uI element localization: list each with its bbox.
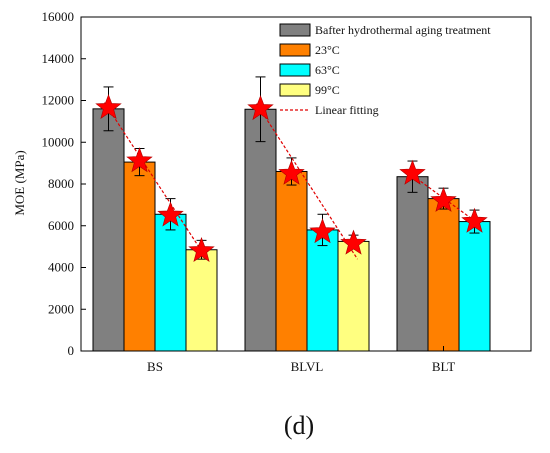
y-tick-label: 4000 — [48, 260, 74, 275]
y-tick-label: 6000 — [48, 218, 74, 233]
bar — [244, 108, 277, 352]
fit-star — [461, 207, 488, 233]
legend-label: Linear fitting — [315, 103, 379, 117]
fit-line — [255, 103, 359, 260]
bar — [92, 108, 125, 352]
legend-label: Bafter hydrothermal aging treatment — [315, 23, 491, 37]
fit-star — [430, 186, 457, 212]
fit-star — [340, 229, 367, 255]
plot-layer: 0 2000 4000 6000 8000 10000 12000 14000 16000 BS B… — [42, 9, 532, 374]
legend-swatch — [279, 23, 311, 37]
y-axis-label: MOE (MPa) — [12, 150, 27, 215]
fit-line — [408, 172, 479, 225]
bar — [427, 198, 460, 352]
legend-swatch — [279, 43, 311, 57]
y-tick-label: 0 — [68, 343, 75, 358]
fit-star — [399, 159, 426, 185]
fit-star — [95, 93, 122, 119]
fit-star — [247, 94, 274, 121]
fit-star — [157, 201, 184, 227]
legend-swatch — [279, 83, 311, 97]
bar — [154, 213, 187, 352]
figure-caption: (d) — [284, 411, 314, 440]
x-tick-label: BLVL — [291, 359, 324, 374]
y-tick-label: 14000 — [42, 51, 75, 66]
x-tick-label: BS — [147, 359, 163, 374]
x-tick-label: BLT — [432, 359, 455, 374]
y-tick-label: 2000 — [48, 301, 74, 316]
bar — [306, 229, 339, 352]
fit-star — [126, 147, 153, 173]
fit-star — [309, 218, 336, 244]
fit-star — [188, 236, 215, 262]
bar — [185, 249, 218, 352]
legend-swatch — [279, 63, 311, 77]
legend-label: 63°C — [315, 63, 340, 77]
bar — [337, 240, 370, 352]
bar — [458, 221, 491, 352]
fit-star — [278, 159, 305, 185]
legend-label: 99°C — [315, 83, 340, 97]
fit-line — [103, 102, 207, 258]
y-tick-label: 10000 — [42, 134, 75, 149]
legend: Bafter hydrothermal aging treatment 23°C 6… — [279, 23, 491, 117]
bar — [275, 170, 308, 352]
bar — [123, 161, 156, 352]
y-tick-label: 16000 — [42, 9, 75, 24]
bar — [396, 176, 429, 352]
y-tick-label: 12000 — [42, 93, 75, 108]
y-tick-label: 8000 — [48, 176, 74, 191]
legend-label: 23°C — [315, 43, 340, 57]
